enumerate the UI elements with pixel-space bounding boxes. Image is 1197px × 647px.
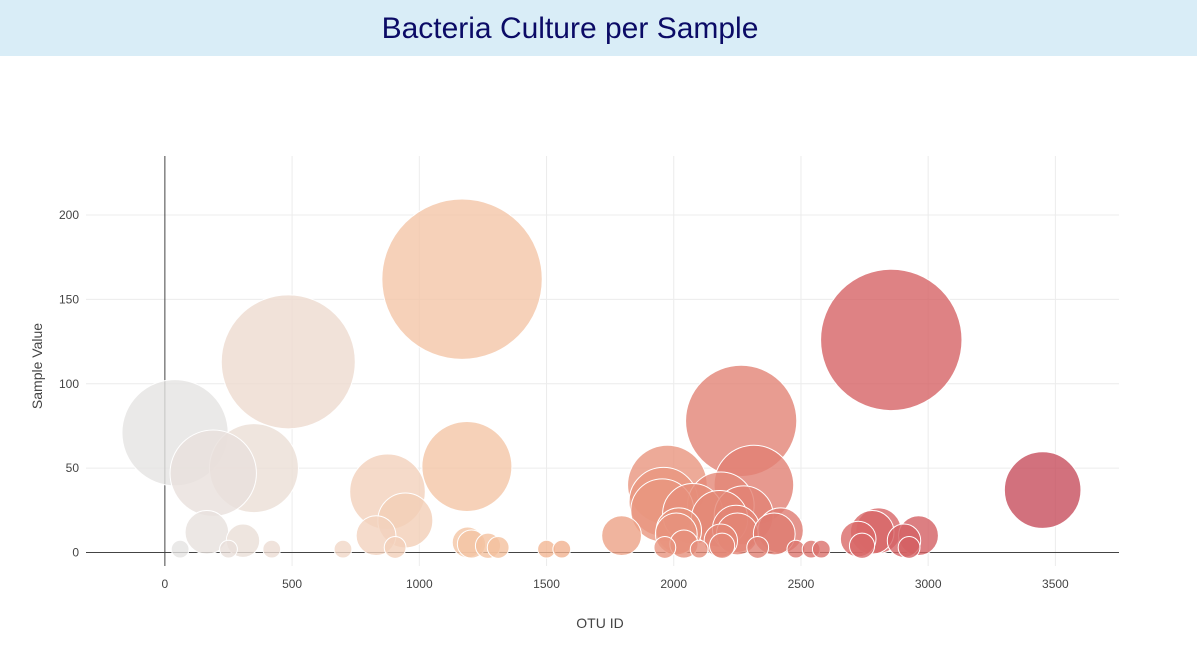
x-tick-label: 500: [282, 577, 302, 591]
x-tick-label: 2500: [788, 577, 815, 591]
bubble-point[interactable]: [708, 532, 736, 559]
x-tick-label: 3000: [915, 577, 942, 591]
bubble-point[interactable]: [848, 532, 876, 559]
x-tick-label: 1500: [533, 577, 560, 591]
y-axis-title: Sample Value: [29, 323, 45, 409]
y-tick-label: 100: [59, 377, 79, 391]
bubble-point[interactable]: [486, 536, 510, 559]
x-tick-label: 2000: [660, 577, 687, 591]
x-tick-label: 0: [162, 577, 169, 591]
bubble-point[interactable]: [333, 539, 353, 559]
y-tick-label: 50: [66, 461, 80, 475]
bubble-point[interactable]: [421, 420, 513, 512]
bubble-point[interactable]: [746, 536, 770, 559]
bubble-point[interactable]: [653, 536, 677, 559]
bubble-point[interactable]: [220, 294, 356, 430]
title-banner: Bacteria Culture per Sample: [0, 0, 1197, 56]
y-tick-label: 0: [72, 546, 79, 560]
x-axis-title: OTU ID: [576, 615, 623, 631]
y-tick-label: 150: [59, 292, 79, 306]
page-title: Bacteria Culture per Sample: [381, 12, 759, 45]
bubble-chart[interactable]: 0 500 1000 1500 2000 2500 3000 3500 0 50 100 150 200…: [0, 56, 1197, 647]
bubble-point[interactable]: [170, 539, 190, 559]
bubble-point[interactable]: [262, 539, 282, 559]
bubble-point[interactable]: [820, 268, 963, 412]
tick-labels: 0 500 1000 1500 2000 2500 3000 3500 0 50 100 150 200: [59, 208, 1069, 591]
bubble-series[interactable]: [121, 198, 1082, 559]
bubble-point[interactable]: [689, 539, 709, 559]
bubble-point[interactable]: [381, 198, 543, 360]
bubble-point[interactable]: [552, 539, 572, 559]
x-tick-label: 1000: [406, 577, 433, 591]
bubble-point[interactable]: [219, 539, 238, 559]
bubble-point[interactable]: [383, 536, 407, 559]
bubble-point[interactable]: [1003, 451, 1082, 529]
axes: [86, 156, 1119, 566]
y-tick-label: 200: [59, 208, 79, 222]
x-tick-label: 3500: [1042, 577, 1069, 591]
bubble-point[interactable]: [601, 515, 642, 557]
bubble-point[interactable]: [811, 539, 831, 559]
bubble-point[interactable]: [169, 429, 257, 517]
bubble-point[interactable]: [897, 536, 921, 559]
